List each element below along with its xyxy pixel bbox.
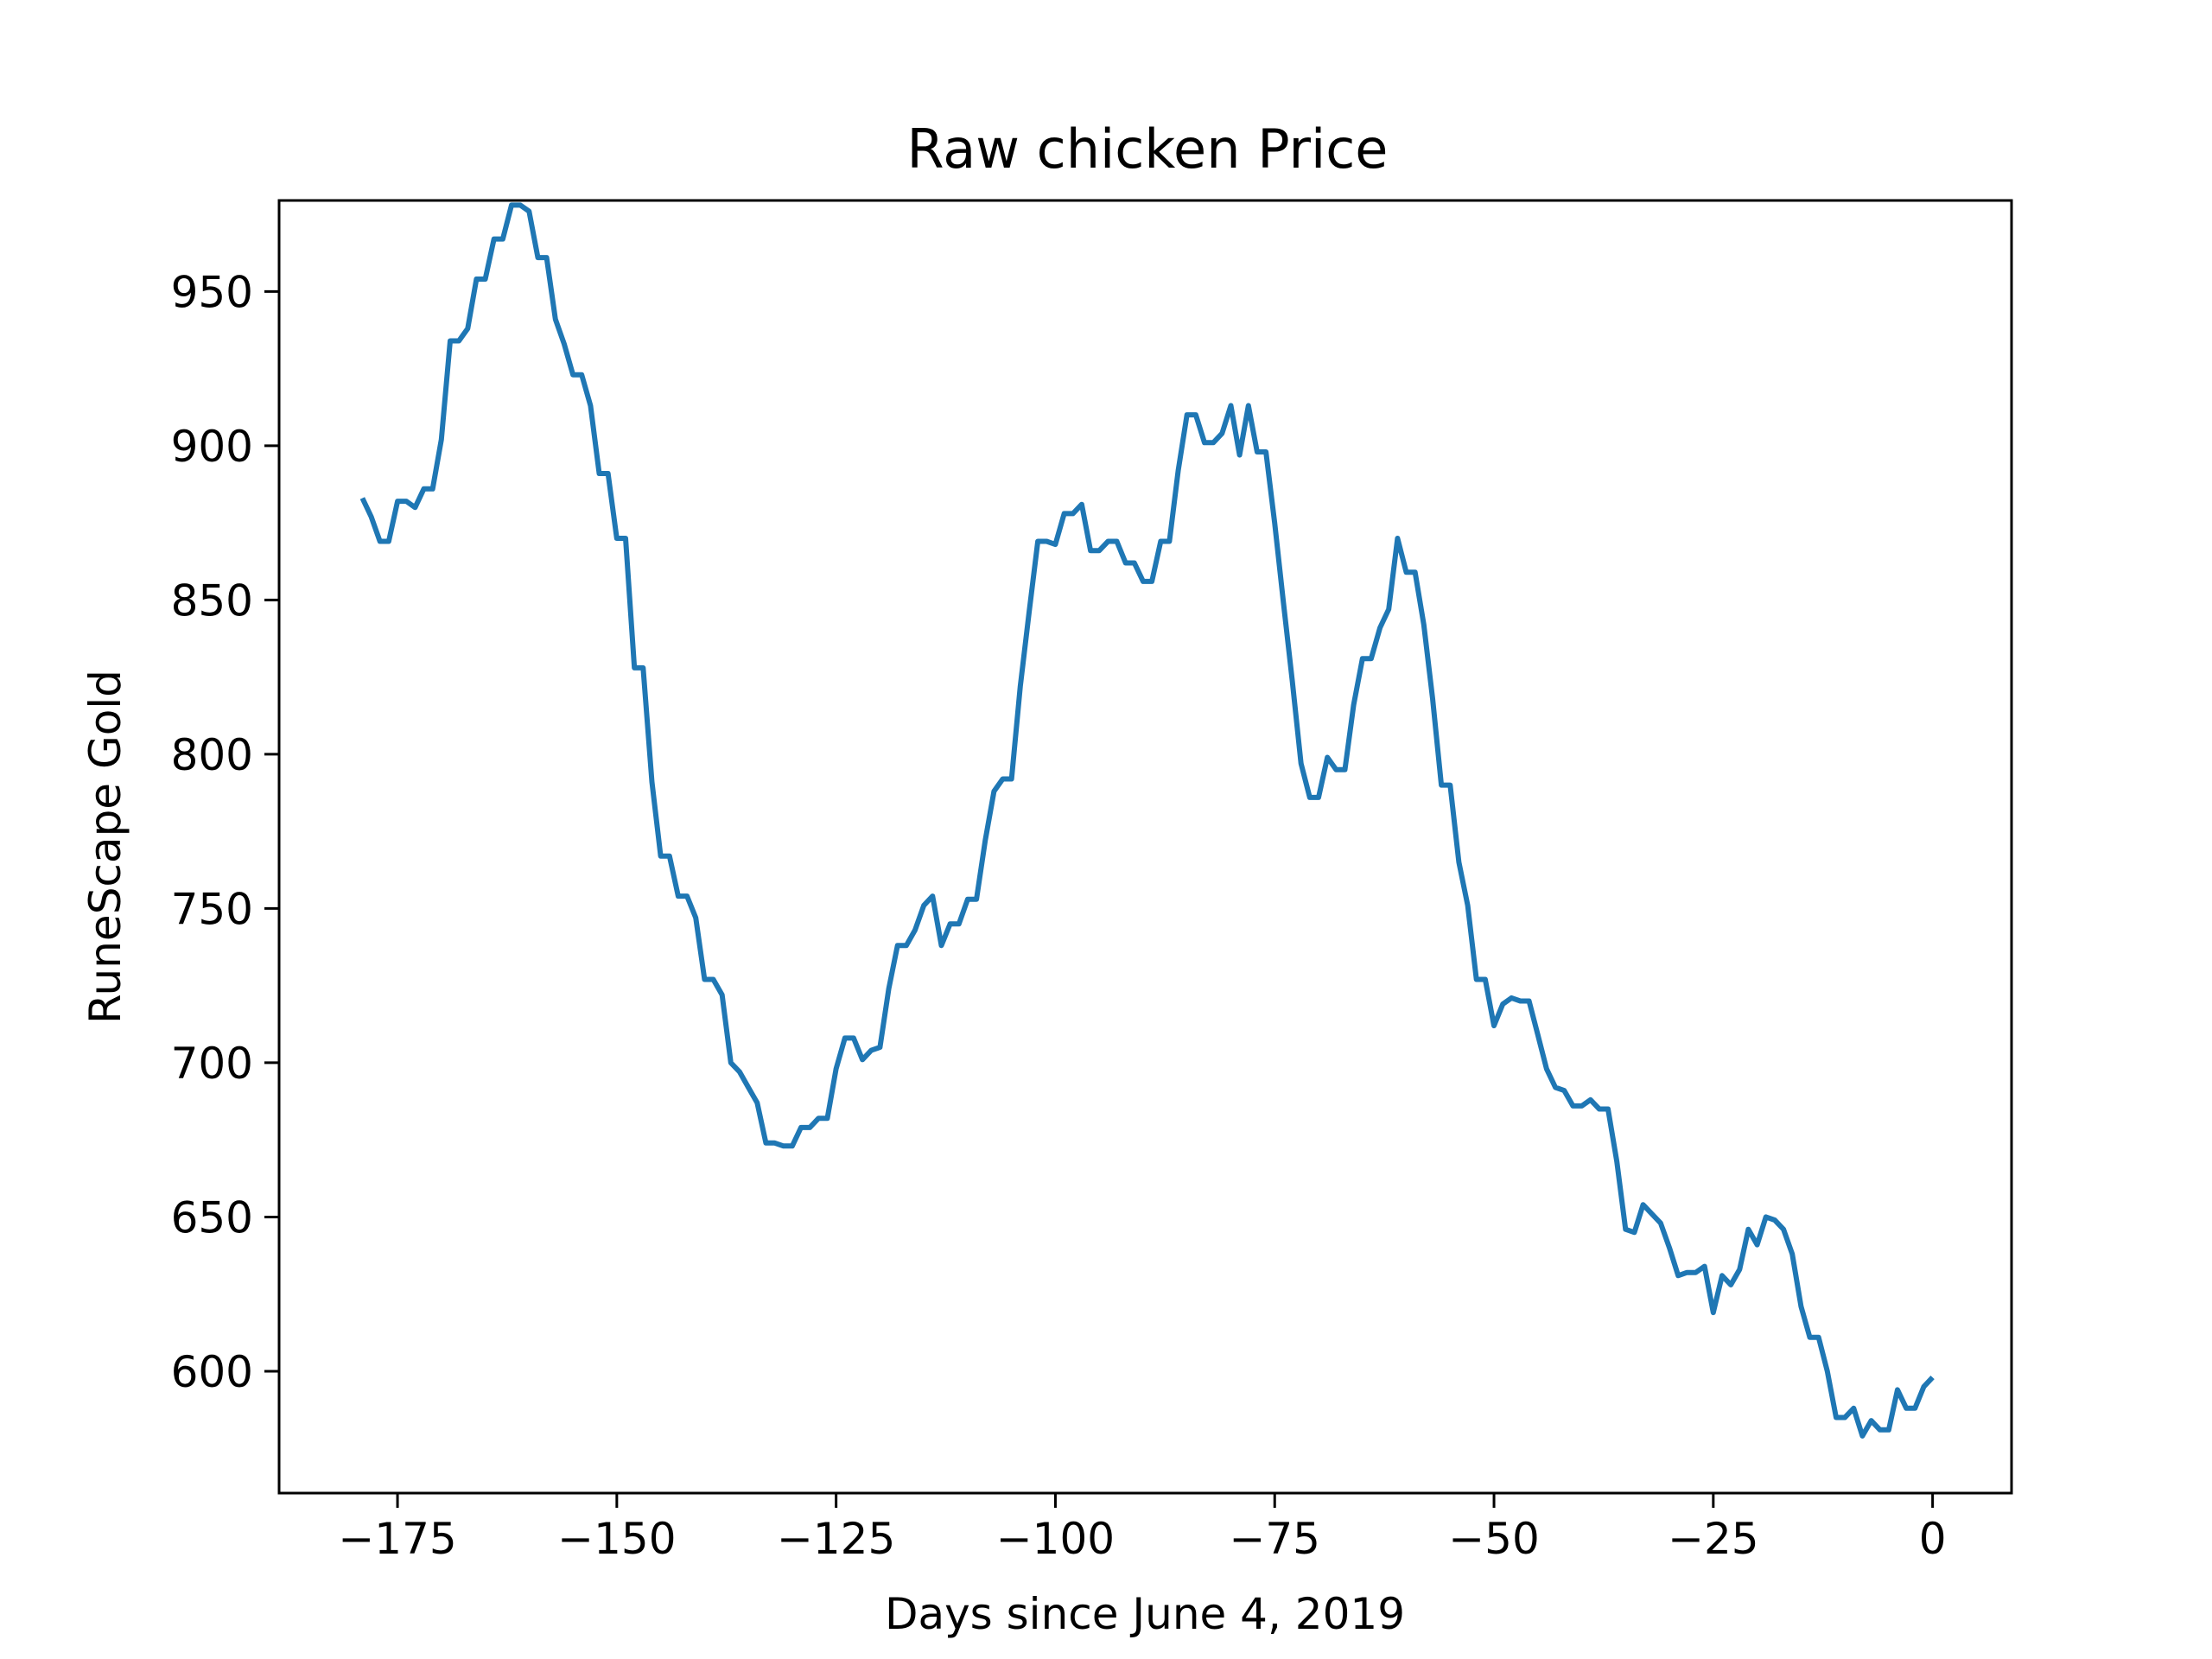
- price-line: [359, 202, 1935, 1439]
- x-tick-label: −25: [1668, 1514, 1759, 1564]
- y-axis-label: RuneScape Gold: [80, 670, 130, 1024]
- x-tick-label: −100: [996, 1514, 1115, 1564]
- x-axis-label: Days since June 4, 2019: [885, 1589, 1405, 1639]
- y-tick-label: 900: [171, 422, 253, 472]
- y-tick-label: 600: [171, 1347, 253, 1397]
- x-tick-label: −50: [1448, 1514, 1540, 1564]
- x-axis: −175 −150 −125 −100 −75 −50 −25 0: [338, 1493, 1947, 1564]
- y-tick-label: 700: [171, 1039, 253, 1089]
- x-tick-label: −125: [777, 1514, 895, 1564]
- x-tick-label: 0: [1919, 1514, 1947, 1564]
- x-tick-label: −175: [338, 1514, 456, 1564]
- x-tick-label: −75: [1229, 1514, 1320, 1564]
- y-axis: 600 650 700 750 800 850 900 950: [171, 267, 279, 1397]
- plot-frame: [277, 199, 2013, 1495]
- y-tick-label: 650: [171, 1192, 253, 1243]
- y-tick-label: 800: [171, 730, 253, 780]
- x-tick-label: −150: [557, 1514, 676, 1564]
- chart-title: Raw chicken Price: [907, 118, 1389, 181]
- y-tick-label: 750: [171, 884, 253, 934]
- y-tick-label: 950: [171, 267, 253, 317]
- y-tick-label: 850: [171, 575, 253, 626]
